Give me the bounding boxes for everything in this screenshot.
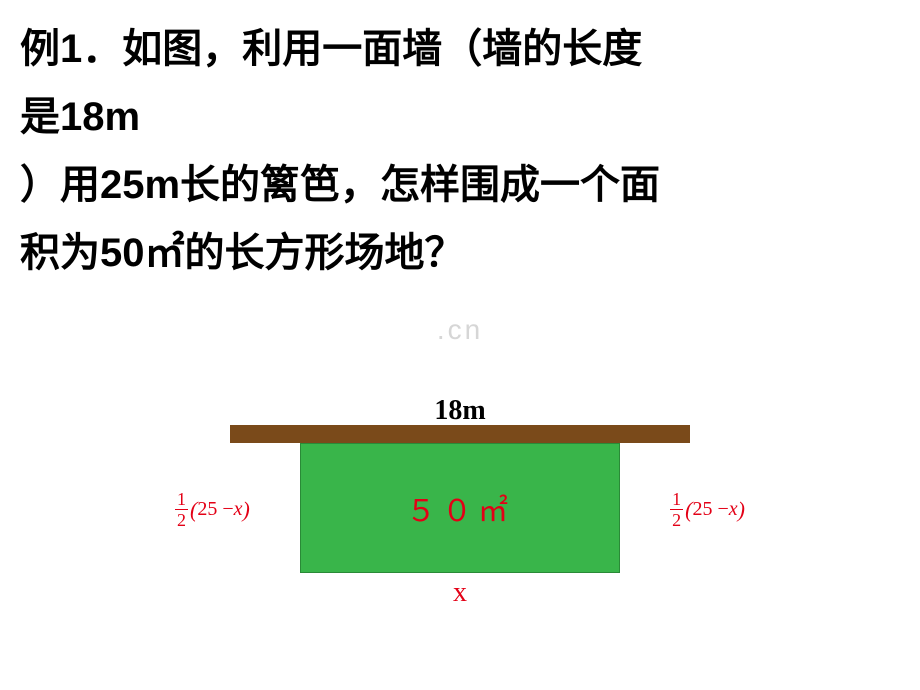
expr-constant: 25 −	[693, 498, 729, 521]
field-rectangle: ５０㎡	[300, 443, 620, 573]
close-paren: )	[243, 497, 250, 523]
right-side-expression: 1 2 ( 25 − x )	[670, 490, 745, 529]
expr-variable: x	[729, 498, 738, 521]
left-side-expression: 1 2 ( 25 − x )	[175, 490, 250, 529]
expr-variable: x	[234, 498, 243, 521]
close-paren: )	[738, 497, 745, 523]
denominator: 2	[670, 511, 683, 529]
area-label: ５０㎡	[406, 486, 514, 530]
denominator: 2	[175, 511, 188, 529]
problem-line-4: 积为50㎡的长方形场地？	[20, 219, 900, 287]
expr-constant: 25 −	[197, 498, 233, 521]
numerator: 1	[670, 490, 683, 508]
wall-shape	[230, 425, 690, 443]
problem-line-1: 例1．如图，利用一面墙（墙的长度	[20, 15, 900, 83]
fraction-half-right: 1 2	[670, 490, 683, 529]
open-paren: (	[685, 497, 692, 523]
problem-statement: 例1．如图，利用一面墙（墙的长度 是18m ）用25m长的篱笆，怎样围成一个面 …	[20, 15, 900, 287]
problem-line-2: 是18m	[20, 83, 900, 151]
open-paren: (	[190, 497, 197, 523]
numerator: 1	[175, 490, 188, 508]
fraction-half-left: 1 2	[175, 490, 188, 529]
problem-line-3: ）用25m长的篱笆，怎样围成一个面	[20, 151, 900, 219]
bottom-side-label: x	[453, 577, 467, 609]
geometry-diagram: 18m ５０㎡ x 1 2 ( 25 − x ) 1 2 ( 25 − x )	[180, 395, 740, 635]
watermark-text: .cn	[437, 314, 483, 346]
wall-length-label: 18m	[434, 395, 485, 427]
